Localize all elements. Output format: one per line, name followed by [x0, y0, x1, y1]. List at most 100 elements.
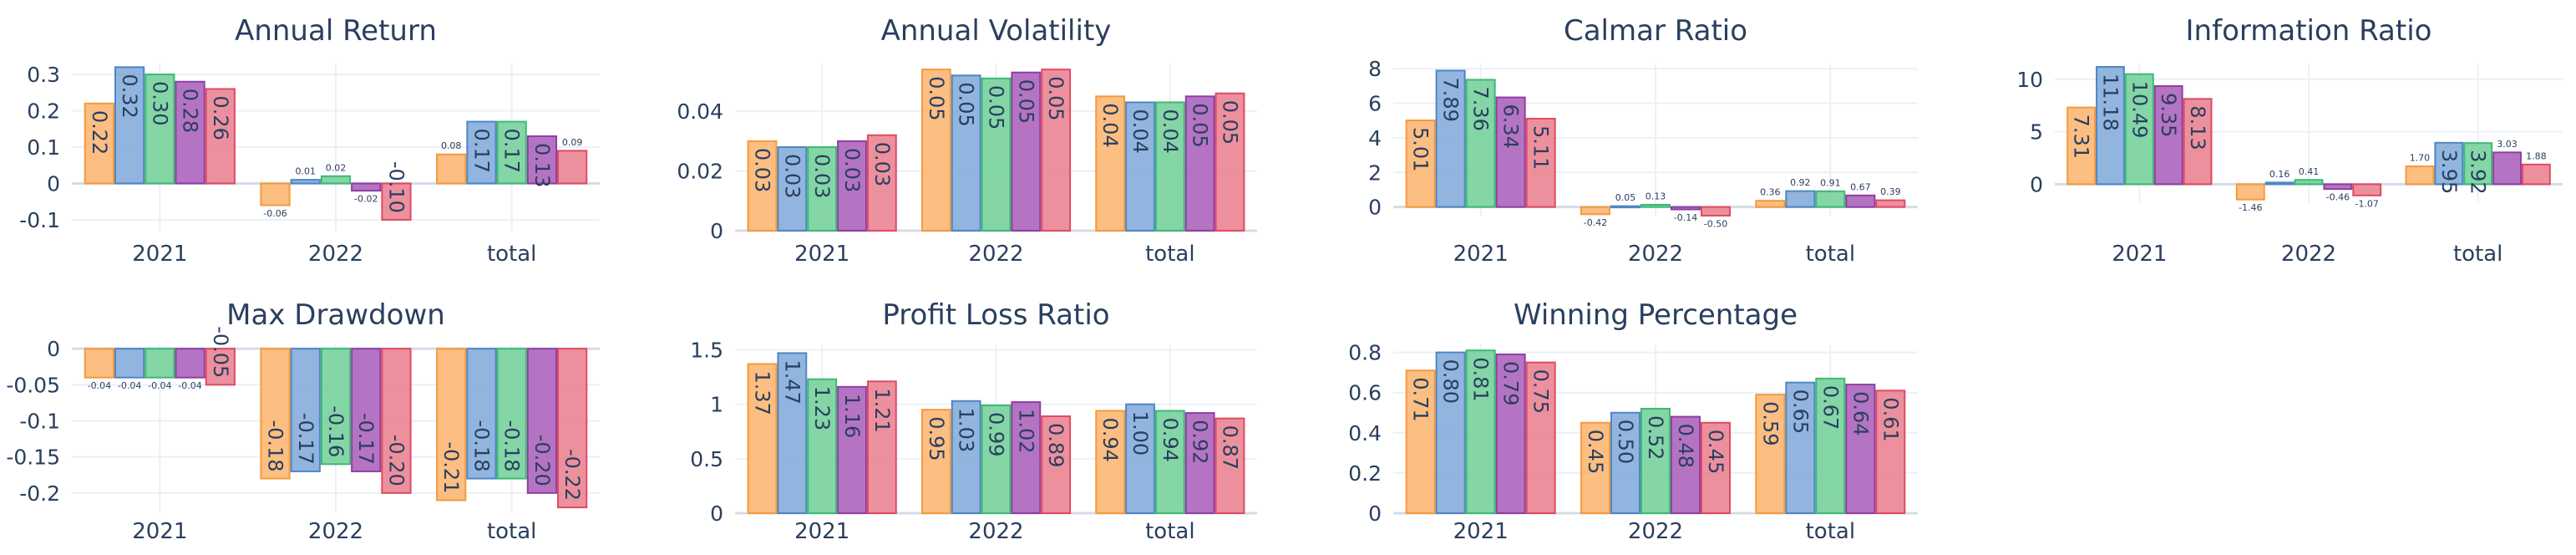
- data-label: 10.49: [2127, 81, 2151, 139]
- data-label: 0.05: [925, 76, 948, 120]
- y-tick-label: 10: [2016, 68, 2043, 92]
- bar: [1610, 205, 1640, 209]
- chart-panel-4: Max Drawdown -0.2 -0.15 -0.1 -0.05 0 -0.04 -0.1…: [6, 298, 600, 544]
- bar: [436, 153, 467, 185]
- data-label: -0.42: [1584, 217, 1607, 228]
- x-tick-label: 2022: [968, 242, 1023, 267]
- y-tick-label: 0.5: [690, 447, 723, 471]
- data-label: -1.07: [2355, 198, 2378, 209]
- data-label: 0.03: [870, 142, 894, 186]
- data-label: 0.17: [500, 129, 524, 173]
- bar: [496, 348, 527, 480]
- data-label: 3.03: [2497, 139, 2518, 150]
- data-label: 0.89: [1044, 423, 1067, 467]
- chart-panel-1: Annual Volatility00.020.040.030.050.040.…: [677, 14, 1257, 267]
- x-tick-label: 2021: [2112, 242, 2167, 267]
- data-label: -0.20: [530, 435, 554, 486]
- bar: [2294, 179, 2324, 186]
- data-label: 1.37: [751, 370, 774, 415]
- data-label: -0.50: [1704, 219, 1727, 230]
- y-tick-label: 0.2: [27, 99, 60, 124]
- data-label: -0.04: [118, 380, 141, 391]
- bar: [1125, 403, 1155, 515]
- data-label: -0.18: [264, 420, 287, 471]
- data-label: 1.02: [1014, 409, 1037, 453]
- data-label: 0.05: [1189, 103, 1212, 147]
- bar: [747, 140, 778, 232]
- bar: [260, 348, 291, 480]
- x-tick-label: 2022: [2281, 242, 2336, 267]
- data-label: 0.16: [2269, 169, 2290, 180]
- data-label: 0.79: [1499, 361, 1523, 405]
- x-tick-label: 2022: [968, 519, 1023, 544]
- data-label: 1.47: [780, 359, 804, 404]
- y-tick-label: 2: [1368, 160, 1382, 185]
- bar: [1125, 101, 1155, 232]
- bar: [1184, 412, 1215, 515]
- y-tick-label: 0.4: [1348, 421, 1382, 446]
- bar: [466, 348, 497, 480]
- x-tick-label: 2021: [132, 519, 187, 544]
- bar: [807, 146, 838, 232]
- bar: [351, 182, 382, 192]
- data-label: -0.17: [294, 413, 317, 465]
- x-tick-label: total: [1145, 242, 1194, 267]
- data-label: 0.30: [148, 81, 171, 125]
- bar: [807, 378, 838, 514]
- data-label: 0.13: [530, 143, 554, 187]
- bar: [175, 80, 205, 185]
- y-tick-label: 0.6: [1348, 381, 1382, 405]
- bar: [1701, 421, 1732, 514]
- bar: [1011, 71, 1042, 232]
- bar: [2434, 141, 2464, 186]
- bar: [777, 352, 808, 514]
- bar: [1640, 407, 1671, 515]
- data-label: 0.80: [1439, 359, 1463, 404]
- y-tick-label: 0: [1368, 196, 1382, 220]
- bar: [1405, 120, 1436, 208]
- data-label: 0.32: [118, 74, 141, 118]
- bar: [2066, 106, 2097, 186]
- data-label: -0.05: [209, 326, 232, 378]
- data-label: -0.18: [500, 420, 524, 471]
- bar: [951, 74, 981, 232]
- bar: [1435, 351, 1466, 514]
- bar: [351, 348, 382, 472]
- bar: [1875, 199, 1906, 208]
- bar: [175, 348, 205, 379]
- y-tick-label: 0.1: [27, 135, 60, 160]
- bar: [2352, 183, 2382, 196]
- bar: [747, 363, 778, 514]
- bar: [1875, 390, 1906, 514]
- data-label: 1.21: [870, 388, 894, 432]
- bar: [1495, 354, 1526, 514]
- data-label: 0.05: [1014, 79, 1037, 124]
- data-label: -0.14: [1674, 212, 1697, 223]
- data-label: -0.06: [263, 208, 287, 219]
- bar: [436, 348, 467, 502]
- bar: [2264, 181, 2295, 186]
- bar: [557, 150, 588, 185]
- data-label: -0.10: [384, 161, 408, 213]
- data-label: 0.22: [88, 110, 111, 155]
- data-label: 0.04: [1098, 103, 1122, 147]
- bar: [320, 348, 352, 466]
- bar: [1154, 101, 1185, 232]
- data-label: 7.31: [2070, 115, 2093, 159]
- data-label: 1.16: [840, 394, 864, 438]
- data-label: 0.28: [179, 89, 202, 133]
- bar: [466, 120, 497, 185]
- y-tick-label: -0.2: [19, 481, 60, 506]
- bar: [260, 182, 291, 206]
- data-label: -0.16: [324, 405, 347, 457]
- bar: [2183, 98, 2213, 186]
- chart-panel-0: Annual Return-0.100.10.20.30.22-0.060.08…: [19, 14, 600, 267]
- data-label: 5.01: [1409, 127, 1433, 171]
- bar: [2124, 73, 2154, 186]
- bar: [981, 77, 1012, 232]
- y-tick-label: 1.5: [690, 339, 723, 363]
- data-label: 1.88: [2526, 150, 2547, 161]
- data-label: 0.67: [1850, 181, 1871, 192]
- data-label: 0.61: [1879, 397, 1902, 441]
